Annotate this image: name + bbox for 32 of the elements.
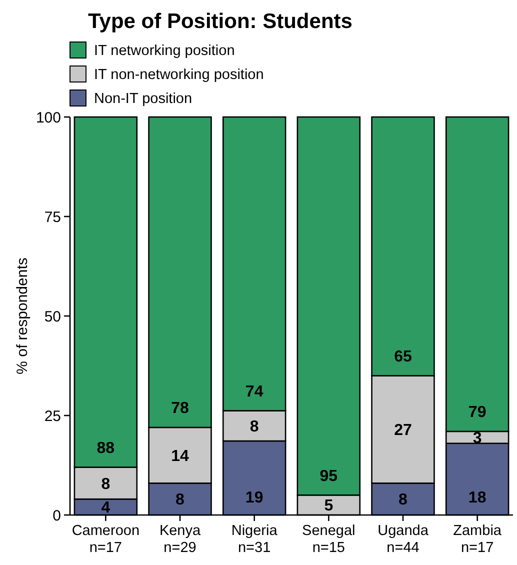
legend-label: IT networking position	[94, 43, 235, 60]
x-tick-label: Zambia n=17	[453, 523, 502, 556]
y-tick-label: 0	[52, 507, 61, 524]
data-label: 8	[250, 418, 259, 436]
data-label: 8	[101, 476, 110, 493]
data-label: 27	[394, 422, 412, 440]
data-label: 79	[468, 404, 486, 422]
data-label: 88	[96, 440, 115, 457]
data-label: 95	[320, 468, 338, 485]
y-axis-title: % of respondents	[14, 258, 31, 374]
y-tick-label: 100	[36, 109, 61, 126]
data-label: 78	[171, 400, 190, 418]
data-label: 8	[398, 492, 408, 509]
x-tick-label: Senegal n=15	[302, 523, 356, 556]
x-tick-label: Nigeria n=31	[231, 523, 278, 556]
y-tick-label: 50	[44, 308, 61, 326]
y-tick-label: 25	[44, 408, 61, 425]
x-tick-label: Cameroon n=17	[72, 523, 140, 556]
data-label: 19	[245, 490, 264, 507]
data-label: 14	[171, 448, 190, 465]
x-tick-label: Uganda n=44	[378, 523, 430, 556]
chart-title: Type of Position: Students	[88, 10, 352, 33]
legend-label: IT non-networking position	[94, 67, 264, 84]
data-label: 8	[176, 492, 185, 509]
x-tick-label: Kenya n=29	[159, 523, 202, 556]
legend-label: Non-IT position	[94, 91, 192, 108]
data-label: 18	[468, 490, 486, 507]
data-label: 5	[324, 498, 334, 515]
data-label: 74	[245, 383, 264, 400]
y-tick-label: 75	[44, 208, 61, 226]
data-label: 4	[101, 500, 110, 517]
data-label: 65	[394, 348, 412, 366]
